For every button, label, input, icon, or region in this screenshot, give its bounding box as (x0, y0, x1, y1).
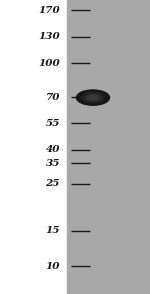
Text: 170: 170 (38, 6, 60, 15)
Text: 25: 25 (45, 179, 60, 188)
Bar (0, 0, 67, 294)
Ellipse shape (76, 90, 110, 105)
Bar (67, 0, 150, 294)
Text: 100: 100 (38, 59, 60, 68)
Text: 70: 70 (45, 93, 60, 101)
Ellipse shape (89, 96, 97, 99)
Ellipse shape (84, 93, 102, 102)
Text: 35: 35 (45, 159, 60, 168)
Ellipse shape (79, 91, 107, 104)
Text: 40: 40 (45, 146, 60, 154)
Ellipse shape (86, 95, 100, 101)
Text: 10: 10 (45, 262, 60, 270)
Text: 130: 130 (38, 32, 60, 41)
Text: 55: 55 (45, 119, 60, 128)
Text: 15: 15 (45, 226, 60, 235)
Ellipse shape (81, 92, 105, 103)
